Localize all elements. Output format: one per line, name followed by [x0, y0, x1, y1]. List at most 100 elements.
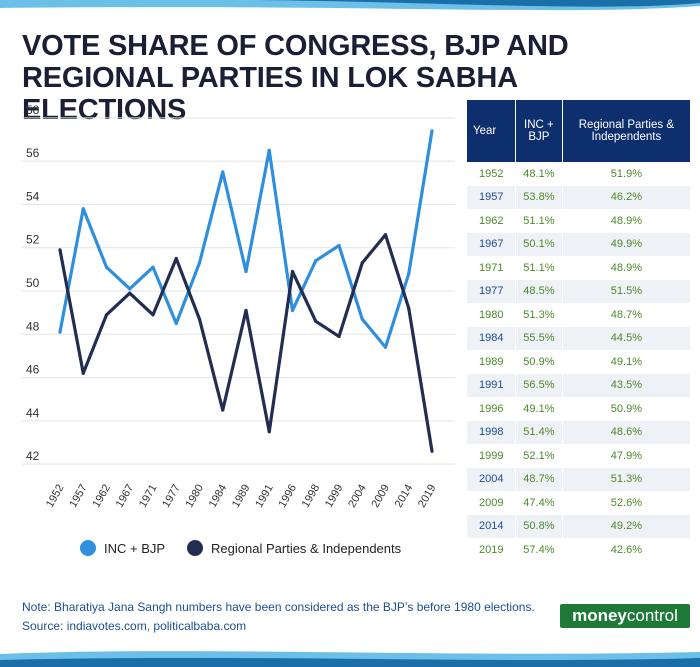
table-cell-inc-bjp: 48.5%: [515, 279, 563, 303]
table-cell-inc-bjp: 56.5%: [515, 373, 563, 397]
table-cell-year: 1984: [467, 326, 516, 350]
data-point: [290, 269, 295, 274]
legend-inc-bjp-label: INC + BJP: [104, 540, 166, 556]
table-row: 1996 49.1% 50.9%: [467, 397, 690, 421]
table-cell-inc-bjp: 53.8%: [515, 185, 563, 209]
table-cell-regional: 49.2%: [562, 514, 690, 538]
table-cell-regional: 51.3%: [562, 467, 690, 491]
x-tick-label: 1999: [323, 483, 346, 510]
table-cell-inc-bjp: 51.1%: [515, 256, 563, 280]
table-cell-inc-bjp: 50.1%: [515, 232, 563, 256]
table-cell-year: 1996: [467, 397, 516, 421]
data-point: [81, 207, 85, 211]
table-cell-inc-bjp: 48.7%: [515, 467, 563, 491]
table-cell-regional: 52.6%: [610, 496, 642, 509]
table-row: 2019 57.4% 42.6%: [467, 538, 690, 562]
table-cell-regional: 48.9%: [610, 214, 642, 227]
data-point: [58, 248, 62, 252]
logo-part-control: control: [626, 606, 678, 625]
data-point: [197, 317, 202, 321]
table-header-year: Year: [467, 100, 516, 162]
y-tick-label: 58: [26, 103, 40, 117]
y-tick-label: 56: [26, 146, 40, 160]
table-cell-inc-bjp: 50.8%: [515, 514, 563, 538]
x-tick-label: 1957: [67, 483, 90, 510]
footnote: Note: Bharatiya Jana Sangh numbers have …: [22, 598, 535, 636]
bottom-decorative-band: [0, 651, 700, 667]
table-row: 1962 51.1% 48.9%: [467, 209, 690, 233]
table-header-inc-bjp: INC + BJP: [515, 100, 563, 162]
data-point: [221, 170, 225, 174]
table-row: 1989 50.9% 49.1%: [467, 350, 690, 374]
data-point: [314, 259, 318, 263]
table-cell-year: 1989: [467, 350, 516, 374]
data-point: [151, 265, 155, 269]
data-point: [267, 148, 271, 152]
x-tick-label: 1980: [183, 483, 206, 510]
table-header-regional-text: Regional Parties & Independents: [578, 119, 674, 143]
data-point: [104, 265, 109, 269]
y-tick-label: 46: [26, 363, 40, 377]
table-row: 2004 48.7% 51.3%: [467, 467, 690, 491]
table-row: 1984 55.5% 44.5%: [467, 326, 690, 350]
table-cell-inc-bjp: 50.9%: [515, 350, 563, 374]
y-tick-label: 44: [26, 406, 40, 420]
table-cell-year: 2019: [467, 538, 516, 562]
table-cell-regional: 48.7%: [610, 308, 642, 321]
table-cell-inc-bjp: 47.4%: [515, 491, 563, 515]
y-tick-label: 54: [26, 189, 40, 203]
table-cell-regional: 51.5%: [562, 279, 690, 303]
data-point: [174, 321, 178, 326]
x-tick-label: 2004: [346, 483, 369, 510]
data-point: [360, 317, 364, 321]
data-point: [267, 430, 271, 434]
data-point: [104, 313, 109, 317]
table-cell-regional: 48.6%: [562, 420, 690, 444]
y-tick-label: 48: [26, 319, 40, 333]
table-cell-regional: 51.9%: [610, 167, 642, 180]
data-point: [337, 243, 341, 248]
x-tick-label: 1998: [300, 483, 323, 510]
table-cell-inc-bjp: 51.1%: [515, 209, 563, 233]
table-row: 1991 56.5% 43.5%: [467, 373, 690, 397]
data-point: [174, 256, 178, 261]
table-cell-regional: 43.5%: [562, 373, 690, 397]
table-row: 1952 48.1% 51.9%: [467, 162, 690, 186]
table-cell-inc-bjp: 49.1%: [515, 397, 563, 421]
data-point: [314, 319, 318, 323]
data-point: [244, 308, 248, 313]
data-point: [128, 291, 132, 295]
table-row: 2014 50.8% 49.2%: [467, 514, 690, 538]
y-tick-label: 50: [26, 276, 40, 290]
table-cell-regional: 49.9%: [562, 232, 690, 256]
table-cell-regional: 47.9%: [610, 449, 642, 462]
chart-title: VOTE SHARE OF CONGRESS, BJP AND REGIONAL…: [22, 30, 569, 126]
x-tick-label: 1952: [44, 483, 67, 510]
table-cell-inc-bjp: 55.5%: [515, 326, 563, 350]
table-cell-regional: 44.5%: [562, 326, 690, 350]
x-tick-label: 1991: [253, 483, 276, 510]
data-point: [197, 261, 202, 265]
table-row: 1957 53.8% 46.2%: [467, 185, 690, 209]
x-tick-label: 1962: [90, 483, 113, 510]
x-tick-label: 2014: [393, 483, 416, 510]
table-row: 1980 51.3% 48.7%: [467, 303, 690, 327]
data-point: [360, 261, 364, 265]
table-row: 1998 51.4% 48.6%: [467, 420, 690, 444]
y-tick-label: 42: [26, 449, 40, 463]
table-row: 1999 52.1% 47.9%: [467, 444, 690, 468]
moneycontrol-logo: moneycontrol: [560, 604, 690, 628]
data-point: [290, 308, 295, 313]
table-cell-regional: 49.1%: [610, 355, 642, 368]
data-point: [430, 449, 434, 453]
table-body: 1952 48.1% 51.9% 1957 53.8% 46.2% 1962 51.1% 48.…: [467, 162, 690, 562]
table-cell-regional: 50.9%: [610, 402, 642, 415]
table-cell-year: 1967: [467, 232, 516, 256]
table-cell-regional: 46.2%: [562, 185, 690, 209]
data-point: [383, 233, 388, 237]
y-tick-label: 52: [26, 233, 40, 247]
x-tick-label: 1977: [160, 483, 183, 510]
x-tick-label: 1971: [137, 483, 160, 510]
table-header-row: Year INC + BJP Regional Parties & Indepe…: [467, 100, 690, 162]
table-cell-year: 1977: [467, 279, 516, 303]
